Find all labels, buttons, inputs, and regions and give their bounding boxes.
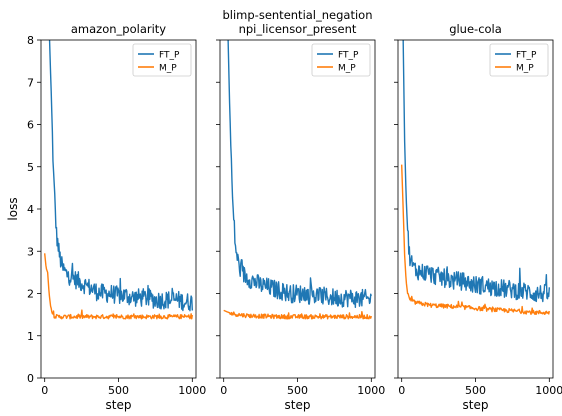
y-tick-label: 2: [27, 288, 34, 301]
legend-label: M_P: [516, 64, 534, 74]
plot-frame: [40, 39, 197, 379]
y-tick-label: 0: [27, 372, 34, 385]
chart-title: amazon_polarity: [71, 22, 166, 36]
x-axis-label: step: [463, 398, 489, 412]
x-tick-label: 500: [108, 384, 129, 397]
legend: FT_P M_P: [311, 43, 371, 77]
chart-title: npi_licensor_present: [239, 22, 357, 36]
series-line-ft-p: [227, 40, 372, 308]
series-line-m-p: [400, 164, 550, 316]
x-tick-label: 500: [465, 384, 486, 397]
legend-box: [489, 43, 549, 77]
series-line-ft-p: [402, 40, 551, 303]
x-axis-label: step: [106, 398, 132, 412]
legend-label: FT_P: [159, 51, 180, 61]
y-tick-label: 4: [27, 203, 34, 216]
y-tick-label: 6: [27, 119, 34, 132]
chart-panel-1: 0 500 1000 0 1 2 3 4 5 6 7 8 step amazon_polarity FT_P…: [27, 22, 206, 412]
chart-title: blimp-sentential_negation: [222, 8, 372, 22]
legend: FT_P M_P: [132, 43, 192, 77]
x-tick-label: 1000: [178, 384, 206, 397]
series-line-m-p: [223, 309, 372, 320]
x-tick-label: 1000: [357, 384, 385, 397]
plot-frame: [397, 39, 554, 379]
y-tick-label: 7: [27, 76, 34, 89]
legend-box: [311, 43, 371, 77]
series-line-ft-p: [48, 40, 194, 312]
x-tick-label: 0: [398, 384, 405, 397]
chart-panel-3: 0 500 1000 step glue-cola FT_P M_P: [394, 22, 562, 412]
y-tick-label: 3: [27, 245, 34, 258]
legend-label: M_P: [338, 64, 356, 74]
y-axis-label: loss: [6, 197, 20, 220]
chart-title: glue-cola: [449, 22, 502, 36]
y-tick-label: 5: [27, 161, 34, 174]
legend-label: FT_P: [516, 51, 537, 61]
legend-label: M_P: [159, 64, 177, 74]
legend-box: [132, 43, 192, 77]
series-line-m-p: [43, 253, 194, 320]
x-tick-label: 0: [41, 384, 48, 397]
legend: FT_P M_P: [489, 43, 549, 77]
x-axis-label: step: [285, 398, 311, 412]
chart-panel-2: 0 500 1000 step blimp-sentential_negationnpi…: [216, 8, 385, 412]
y-tick-label: 1: [27, 330, 34, 343]
plot-frame: [219, 39, 376, 379]
x-tick-label: 500: [287, 384, 308, 397]
x-tick-label: 0: [220, 384, 227, 397]
x-tick-label: 1000: [535, 384, 562, 397]
y-tick-label: 8: [27, 34, 34, 47]
legend-label: FT_P: [338, 51, 359, 61]
